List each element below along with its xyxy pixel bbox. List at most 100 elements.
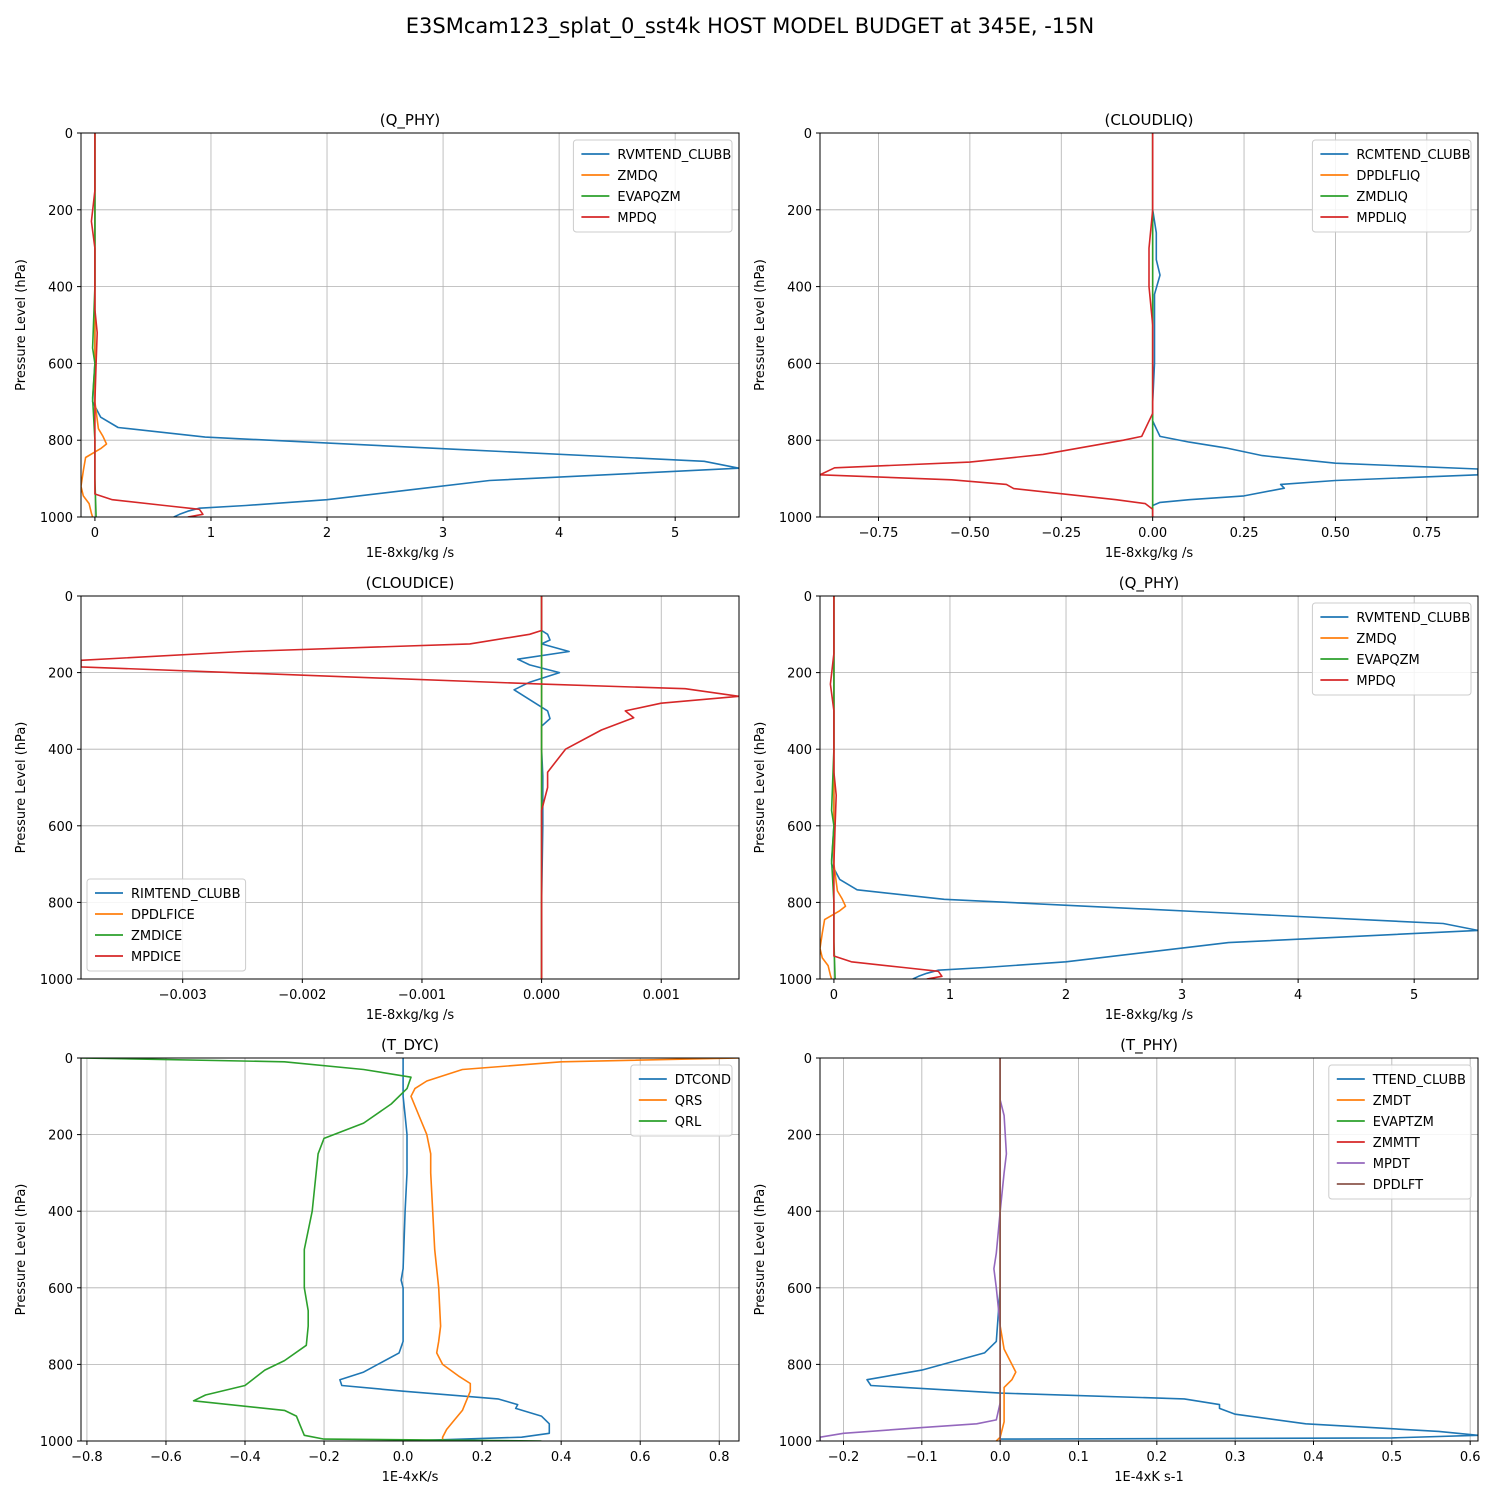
y-tick-label: 600 [48, 357, 73, 372]
y-tick-label: 1000 [779, 511, 812, 526]
legend-label: ZMDLIQ [1356, 190, 1407, 205]
chart-title: (T_DYC) [381, 1036, 439, 1055]
legend-label: EVAPQZM [617, 190, 680, 205]
chart-panel-5: −0.8 −0.6 −0.4 −0.2 0.0 0.2 0.4 0.6 0.8 0 200 400 60… [14, 1036, 740, 1485]
y-tick-label: 600 [787, 820, 812, 835]
legend-label: MPDQ [617, 211, 656, 226]
figure-title: E3SMcam123_splat_0_sst4k HOST MODEL BUDG… [405, 14, 1095, 38]
axes-frame [819, 132, 1479, 518]
x-tick-label: 0.4 [1303, 1450, 1324, 1465]
x-tick-label: 4 [1294, 988, 1302, 1003]
x-axis-label: 1E-4xK s-1 [1114, 1470, 1184, 1485]
y-tick-label: 0 [804, 1052, 812, 1067]
series-line-mpdq [829, 596, 943, 979]
x-tick-label: 5 [1410, 988, 1418, 1003]
y-tick-label: 400 [48, 281, 73, 296]
series-group [81, 133, 739, 517]
chart-title: (CLOUDICE) [366, 574, 455, 592]
legend-label: MPDQ [1356, 674, 1395, 689]
x-tick-label: −0.75 [859, 526, 899, 541]
y-tick-label: 0 [65, 127, 73, 142]
y-tick-label: 0 [804, 590, 812, 605]
chart-panel-2: −0.75 −0.50 −0.25 0.00 0.25 0.50 0.75 0 200 400 60… [753, 111, 1479, 561]
legend-box [1311, 139, 1472, 233]
series-line-mpdliq [820, 133, 1154, 517]
x-tick-label: −0.2 [828, 1450, 860, 1465]
legend-label: ZMMTT [1373, 1136, 1420, 1151]
y-tick-label: 0 [65, 590, 73, 605]
series-line-rcmtend-clubb [1151, 133, 1478, 517]
x-tick-label: 0.4 [551, 1450, 572, 1465]
x-axis-label: 1E-8xkg/kg /s [1105, 1008, 1194, 1023]
x-tick-label: 1 [207, 526, 215, 541]
legend-label: TTEND_CLUBB [1372, 1073, 1466, 1088]
chart-panel-4: 0 1 2 3 4 5 0 200 400 600 800 1000 (Q_PHY) 1E-8xkg/kg… [753, 574, 1479, 1023]
y-tick-label: 800 [48, 1358, 73, 1373]
x-tick-label: −0.25 [1041, 526, 1081, 541]
axes-frame [819, 1057, 1479, 1442]
y-tick-label: 1000 [779, 973, 812, 988]
x-tick-label: 0.6 [1460, 1450, 1481, 1465]
series-group [81, 1058, 739, 1441]
x-tick-label: 5 [671, 526, 679, 541]
y-tick-label: 800 [787, 434, 812, 449]
y-tick-label: 400 [787, 1205, 812, 1220]
legend-box [572, 139, 733, 233]
x-tick-label: −0.50 [950, 526, 990, 541]
x-tick-label: −0.8 [71, 1450, 103, 1465]
legend-label: RVMTEND_CLUBB [1356, 611, 1470, 626]
x-axis-label: 1E-8xkg/kg /s [366, 1008, 455, 1023]
legend: RVMTEND_CLUBB ZMDQ EVAPQZM MPDQ [1311, 602, 1472, 696]
series-group [820, 133, 1478, 517]
y-tick-label: 400 [787, 743, 812, 758]
y-tick-label: 0 [804, 127, 812, 142]
chart-panel-1: 0 1 2 3 4 5 0 200 400 600 800 1000 (Q_PHY) 1E-8xkg/kg… [14, 111, 740, 561]
x-tick-label: −0.001 [398, 988, 446, 1003]
y-tick-label: 800 [48, 434, 73, 449]
x-tick-label: 0.50 [1321, 526, 1350, 541]
y-tick-label: 200 [48, 204, 73, 219]
x-tick-label: 0.8 [709, 1450, 730, 1465]
y-tick-label: 200 [787, 204, 812, 219]
y-tick-label: 800 [787, 1358, 812, 1373]
legend-label: RCMTEND_CLUBB [1356, 148, 1470, 163]
axes-frame [80, 1057, 740, 1442]
x-tick-label: 0.001 [643, 988, 680, 1003]
legend-box [1328, 1064, 1472, 1200]
legend-label: EVAPTZM [1373, 1115, 1434, 1130]
y-tick-label: 400 [787, 281, 812, 296]
series-group [820, 596, 1478, 979]
x-tick-label: 0 [91, 526, 99, 541]
x-tick-label: 0.1 [1068, 1450, 1089, 1465]
y-tick-label: 800 [48, 896, 73, 911]
y-tick-label: 200 [48, 667, 73, 682]
legend-label: MPDLIQ [1356, 211, 1406, 226]
legend-label: MPDICE [131, 950, 181, 965]
legend-box [630, 1064, 733, 1137]
x-tick-label: 0.00 [1138, 526, 1167, 541]
chart-title: (CLOUDLIQ) [1105, 111, 1194, 129]
legend-label: ZMDQ [617, 169, 657, 184]
legend-label: QRS [675, 1094, 703, 1109]
y-tick-label: 1000 [40, 1435, 73, 1450]
y-axis-label: Pressure Level (hPa) [753, 259, 768, 391]
y-axis-label: Pressure Level (hPa) [753, 1184, 768, 1316]
y-tick-label: 400 [48, 743, 73, 758]
y-tick-label: 1000 [40, 511, 73, 526]
axes-frame [80, 132, 740, 518]
y-tick-label: 600 [48, 820, 73, 835]
y-axis-label: Pressure Level (hPa) [14, 1184, 29, 1316]
x-tick-label: −0.4 [229, 1450, 261, 1465]
chart-title: (Q_PHY) [380, 111, 441, 130]
x-tick-label: 0 [830, 988, 838, 1003]
chart-panel-6: −0.2 −0.1 0.0 0.1 0.2 0.3 0.4 0.5 0.6 0 200 400 600 8… [753, 1036, 1481, 1485]
x-tick-label: −0.003 [159, 988, 207, 1003]
axes-frame [80, 595, 740, 980]
legend: RCMTEND_CLUBB DPDLFLIQ ZMDLIQ MPDLIQ [1311, 139, 1472, 233]
x-tick-label: −0.6 [150, 1450, 182, 1465]
series-line-zmdt [995, 1058, 1017, 1441]
y-tick-label: 1000 [779, 1435, 812, 1450]
legend-label: DTCOND [675, 1073, 731, 1088]
legend-label: EVAPQZM [1356, 653, 1419, 668]
y-tick-label: 400 [48, 1205, 73, 1220]
